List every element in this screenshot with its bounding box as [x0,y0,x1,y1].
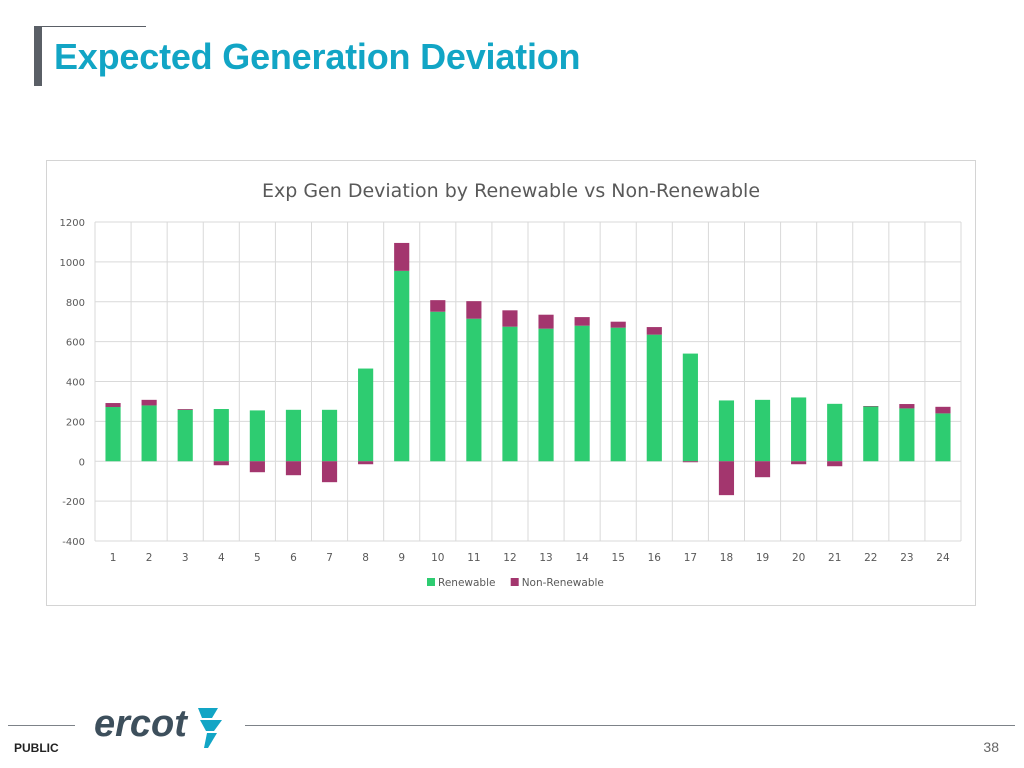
legend-swatch [427,578,435,586]
bar-renewable-8 [358,368,374,462]
x-tick-label: 9 [398,552,405,564]
bar-renewable-24 [935,413,951,462]
bar-non-renewable-17 [682,461,698,463]
x-tick-label: 2 [146,552,153,564]
bar-renewable-11 [466,318,482,462]
bar-non-renewable-22 [863,406,879,407]
bar-non-renewable-3 [177,409,193,410]
x-tick-label: 11 [467,552,480,564]
bar-non-renewable-20 [791,461,807,465]
x-tick-label: 14 [575,552,589,564]
classification-label: PUBLIC [14,741,59,755]
bar-non-renewable-18 [718,461,735,496]
x-tick-label: 1 [110,552,117,564]
x-tick-label: 19 [756,552,769,564]
bar-non-renewable-7 [321,461,338,483]
y-tick-label: -200 [62,497,85,508]
y-tick-label: 400 [66,378,85,389]
bar-non-renewable-1 [105,403,121,408]
bar-renewable-1 [105,407,121,462]
bar-non-renewable-6 [285,461,302,476]
bar-renewable-19 [754,399,771,462]
title-accent-line [34,26,146,27]
bolt-icon [198,708,222,748]
x-tick-label: 5 [254,552,261,564]
bar-renewable-16 [646,334,662,462]
bar-non-renewable-16 [646,327,662,335]
bar-renewable-10 [430,311,446,462]
chart-container: Exp Gen Deviation by Renewable vs Non-Re… [46,160,976,606]
bar-renewable-22 [863,406,879,462]
bar-renewable-17 [682,353,698,462]
y-tick-label: 600 [66,338,85,349]
bar-renewable-23 [899,408,915,462]
x-tick-label: 20 [792,552,805,564]
x-tick-label: 4 [218,552,225,564]
bar-renewable-3 [177,409,193,462]
legend-label: Renewable [438,577,495,589]
x-tick-label: 24 [936,552,950,564]
x-tick-label: 18 [720,552,733,564]
bar-renewable-13 [538,328,554,462]
bar-renewable-18 [718,400,735,462]
x-tick-label: 10 [431,552,444,564]
x-tick-label: 15 [612,552,625,564]
x-tick-label: 22 [864,552,877,564]
bar-renewable-4 [213,409,229,462]
bar-renewable-7 [321,409,338,462]
bar-non-renewable-5 [249,461,265,473]
bar-renewable-2 [141,405,157,462]
bar-non-renewable-9 [394,242,410,271]
bar-non-renewable-15 [610,321,626,328]
legend-swatch [510,578,519,586]
footer-divider-left [8,725,75,726]
bar-non-renewable-8 [358,461,374,465]
bar-non-renewable-21 [827,461,843,467]
legend-label: Non-Renewable [522,577,604,589]
x-tick-label: 16 [648,552,662,564]
bar-non-renewable-12 [502,310,518,327]
x-tick-label: 7 [326,552,333,564]
bar-non-renewable-14 [574,317,590,326]
y-tick-label: 1000 [60,258,85,269]
y-tick-label: 200 [66,417,85,428]
deviation-bar-chart: Exp Gen Deviation by Renewable vs Non-Re… [60,180,962,589]
x-tick-label: 23 [900,552,913,564]
footer-divider-right [245,725,1015,726]
chart-title: Exp Gen Deviation by Renewable vs Non-Re… [262,180,760,202]
bar-renewable-14 [574,325,590,462]
bar-non-renewable-19 [754,461,771,478]
bar-non-renewable-10 [430,300,446,312]
bar-renewable-15 [610,327,626,462]
bar-renewable-9 [394,270,410,462]
bar-non-renewable-24 [935,406,951,414]
x-tick-label: 3 [182,552,189,564]
y-tick-label: -400 [62,537,85,548]
title-accent-bar [34,26,42,86]
bar-renewable-21 [827,403,843,462]
x-tick-label: 6 [290,552,297,564]
bar-renewable-20 [791,397,807,462]
bar-non-renewable-4 [213,461,229,466]
bar-non-renewable-23 [899,404,915,409]
bar-non-renewable-2 [141,399,157,406]
x-tick-label: 13 [539,552,552,564]
bar-renewable-5 [249,410,265,462]
y-tick-label: 0 [79,457,85,468]
ercot-logo: ercot [94,703,222,748]
bar-non-renewable-11 [466,301,482,319]
bar-renewable-12 [502,326,518,462]
bar-renewable-6 [285,409,302,462]
x-tick-label: 17 [684,552,697,564]
x-tick-label: 21 [828,552,841,564]
x-tick-label: 12 [503,552,516,564]
x-tick-label: 8 [362,552,369,564]
y-tick-label: 800 [66,298,85,309]
logo-text: ercot [94,703,188,745]
page-title: Expected Generation Deviation [54,36,581,77]
bar-non-renewable-13 [538,314,554,329]
page-number: 38 [983,739,999,755]
y-tick-label: 1200 [60,218,85,229]
